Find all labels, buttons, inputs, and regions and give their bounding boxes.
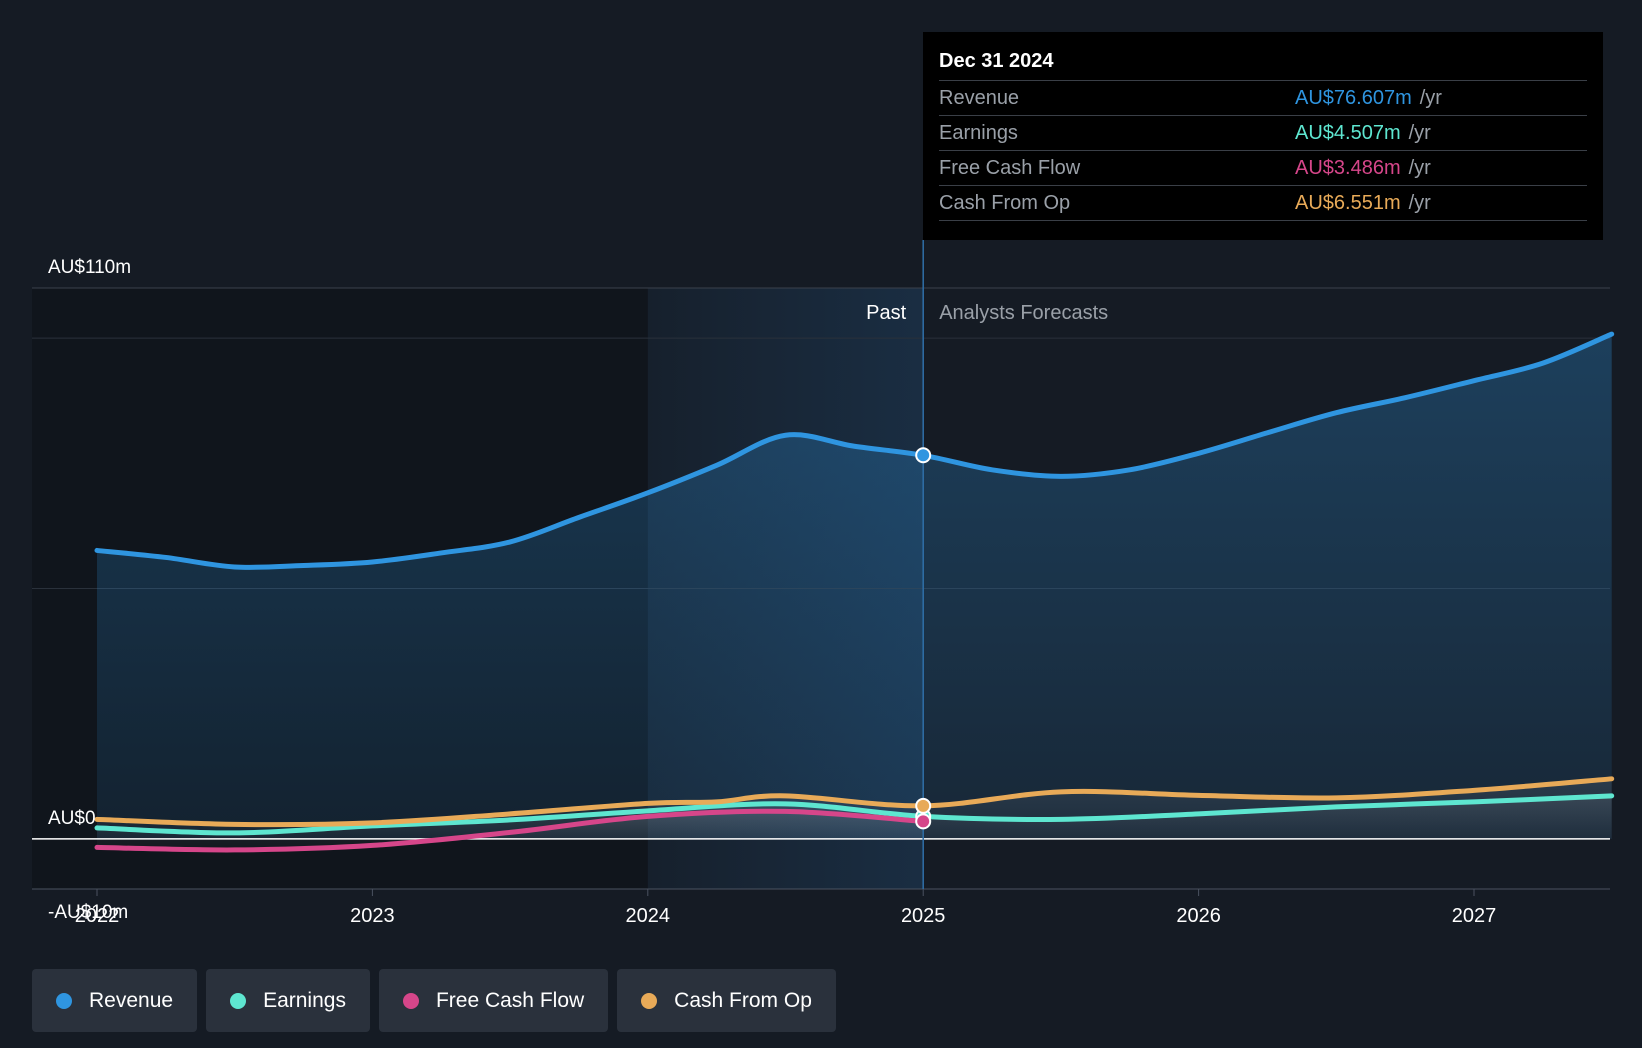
x-tick-label: 2025 [901,905,946,927]
tooltip-row-revenue: Revenue AU$76.607m /yr [939,80,1587,115]
cash-from-op-dot-icon [641,992,658,1009]
y-axis-label: -AU$10m [48,902,128,923]
free-cash-flow-marker [915,813,932,830]
series-lines [94,331,1615,853]
y-axis-label: AU$0 [48,808,96,829]
tooltip-row-label: Cash From Op [939,191,1071,214]
earnings-dot-icon [230,992,247,1009]
legend-item-free-cash-flow[interactable]: Free Cash Flow [378,969,609,1032]
revenue-marker [915,447,932,464]
y-axis-label: AU$110m [48,257,131,278]
x-tick-label: 2027 [1452,905,1497,927]
earnings-line [94,793,1615,836]
free-cash-flow-dot-icon [402,992,419,1009]
hover-markers [915,447,932,830]
cash-from-op-marker [915,797,932,814]
tooltip-row-free-cash-flow: Free Cash Flow AU$3.486m /yr [939,150,1587,185]
x-axis-ticks: 2022 2023 2024 2025 2026 2027 [75,889,1497,927]
tooltip-row-earnings: Earnings AU$4.507m /yr [939,115,1587,150]
x-tick-label: 2023 [350,905,395,927]
tooltip-row-unit: /yr [1419,86,1442,109]
y-axis-labels: AU$110m AU$0 -AU$10m [48,257,131,923]
tooltip-row-value: AU$4.507m [1295,121,1401,144]
legend: Revenue Earnings Free Cash Flow Cash Fro… [32,969,836,1032]
forecast-label: Analysts Forecasts [939,302,1108,324]
legend-label: Earnings [263,988,346,1012]
free-cash-flow-line [94,808,926,853]
legend-item-revenue[interactable]: Revenue [32,969,198,1032]
x-tick-label: 2022 [75,905,120,927]
past-label: Past [866,302,906,324]
legend-item-earnings[interactable]: Earnings [206,969,370,1032]
tooltip: Dec 31 2024 Revenue AU$76.607m /yr Earni… [923,32,1603,240]
tooltip-row-unit: /yr [1408,191,1431,214]
cash-from-op-line [94,776,1615,828]
tooltip-date: Dec 31 2024 [939,50,1054,72]
tooltip-row-label: Earnings [939,121,1018,144]
x-tick-label: 2026 [1176,905,1221,927]
legend-label: Revenue [89,988,174,1012]
legend-item-cash-from-op[interactable]: Cash From Op [617,969,836,1032]
legend-label: Cash From Op [674,988,812,1012]
tooltip-row-cash-from-op: Cash From Op AU$6.551m /yr [939,185,1587,221]
tooltip-row-unit: /yr [1408,121,1431,144]
revenue-area [97,334,1612,839]
tooltip-row-value: AU$76.607m [1295,86,1412,109]
revenue-line [94,331,1615,570]
tooltip-row-unit: /yr [1408,156,1431,179]
tooltip-row-value: AU$6.551m [1295,191,1401,214]
tooltip-row-label: Free Cash Flow [939,156,1081,179]
revenue-dot-icon [56,992,72,1009]
x-tick-label: 2024 [626,905,671,927]
tooltip-row-label: Revenue [939,86,1020,109]
legend-label: Free Cash Flow [435,988,585,1012]
tooltip-row-value: AU$3.486m [1295,156,1401,179]
